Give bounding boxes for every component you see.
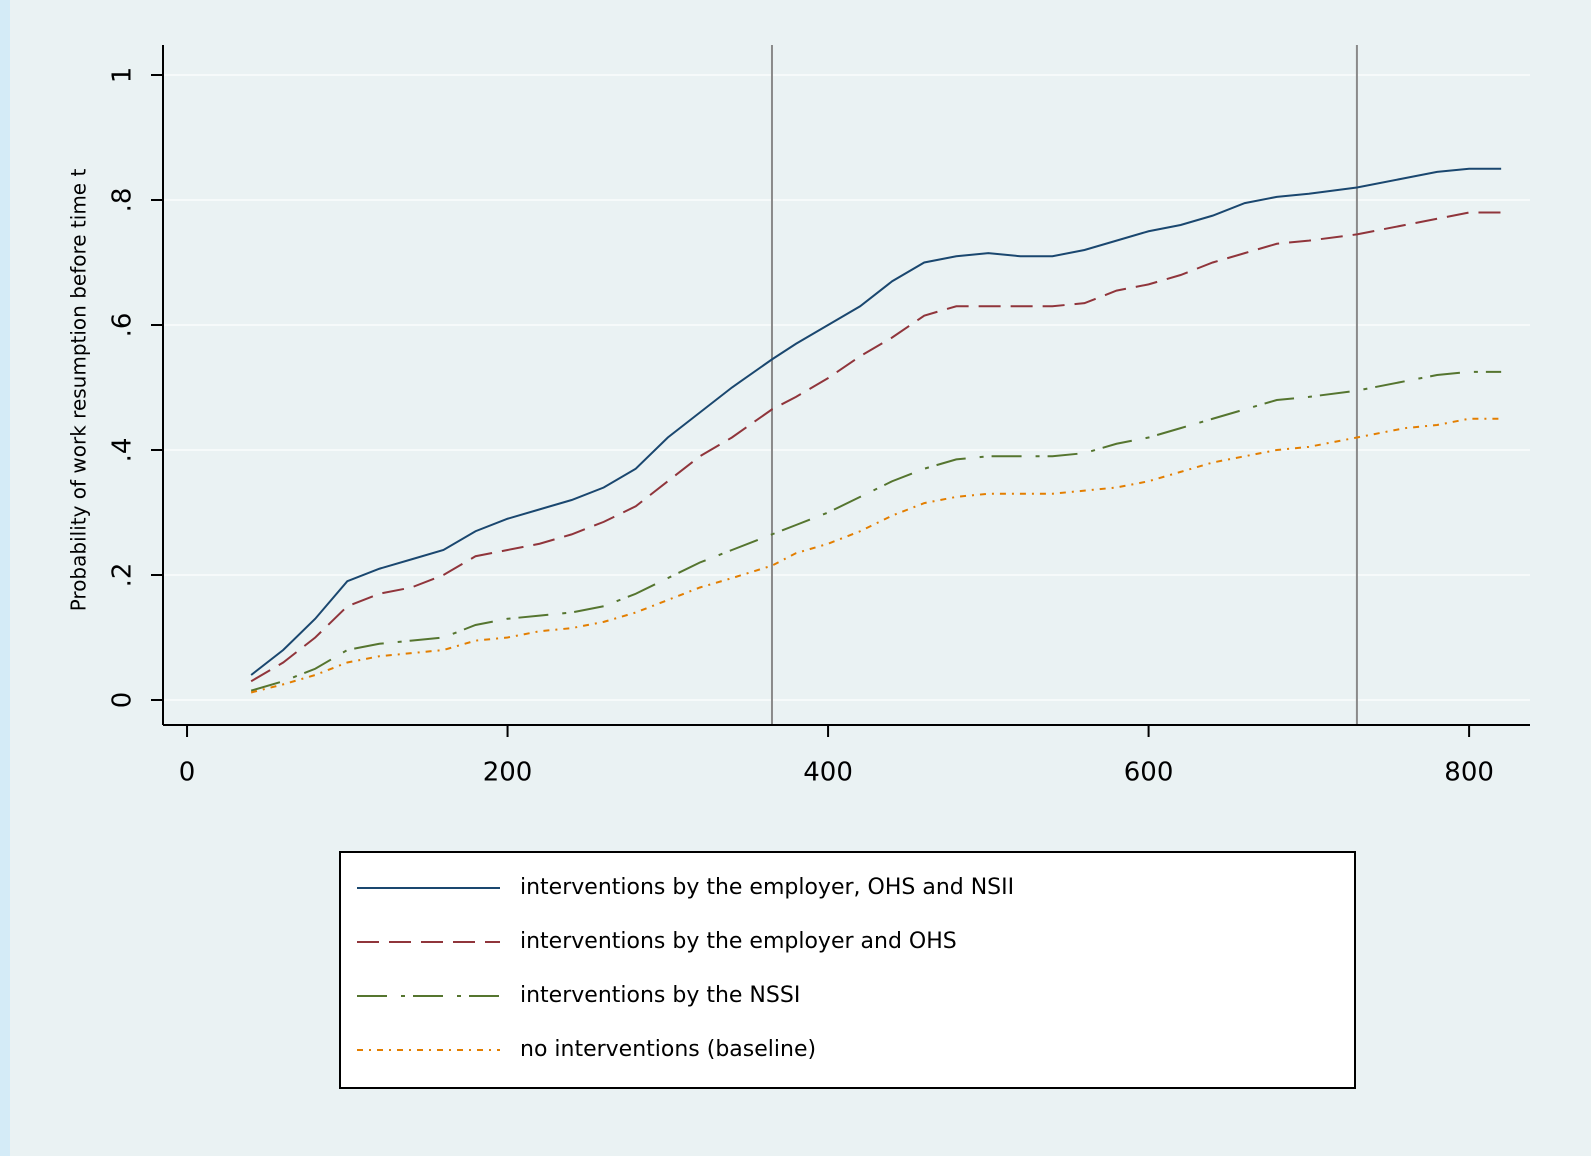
legend-box bbox=[339, 851, 1356, 1089]
x-tick-label: 800 bbox=[1444, 758, 1494, 788]
legend-label: interventions by the employer, OHS and N… bbox=[520, 875, 1014, 900]
legend-label: interventions by the employer and OHS bbox=[520, 929, 957, 954]
y-tick-label: 1 bbox=[108, 67, 138, 84]
y-tick-label: .6 bbox=[108, 313, 138, 338]
legend-label: no interventions (baseline) bbox=[520, 1037, 816, 1062]
x-tick-label: 400 bbox=[803, 758, 853, 788]
y-tick-label: 0 bbox=[108, 692, 138, 709]
series-line bbox=[250, 417, 1502, 694]
y-tick-label: .8 bbox=[108, 188, 138, 213]
x-tick-label: 0 bbox=[179, 758, 196, 788]
series-line bbox=[250, 167, 1502, 676]
x-tick-label: 200 bbox=[483, 758, 533, 788]
y-tick-label: .4 bbox=[108, 438, 138, 463]
x-tick-label: 600 bbox=[1124, 758, 1174, 788]
series-line bbox=[250, 211, 1502, 683]
y-axis-label: Probability of work resumption before ti… bbox=[67, 169, 91, 612]
legend-label: interventions by the NSSI bbox=[520, 983, 800, 1008]
y-tick-label: .2 bbox=[108, 563, 138, 588]
series-line bbox=[250, 370, 1502, 692]
